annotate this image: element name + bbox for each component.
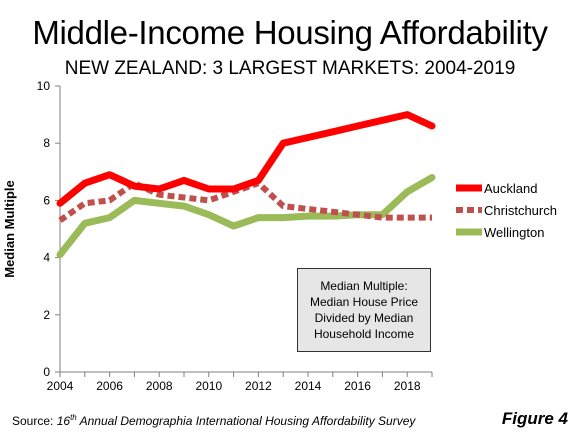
- source-survey-name: Annual Demographia International Housing…: [76, 414, 416, 428]
- y-tick-label: 0: [43, 365, 50, 379]
- y-axis-label: Median Multiple: [2, 180, 17, 278]
- x-tick-label: 2018: [394, 379, 421, 393]
- chart-series-layer: [56, 111, 436, 259]
- x-tick-label: 2006: [96, 379, 123, 393]
- series-line-auckland: [56, 111, 436, 207]
- x-tick-label: 2010: [195, 379, 222, 393]
- x-tick-label: 2004: [47, 379, 74, 393]
- chart-legend: Auckland Christchurch Wellington: [456, 181, 557, 240]
- y-tick-label: 4: [43, 251, 50, 265]
- chart-title: Middle-Income Housing Affordability: [32, 14, 548, 51]
- y-tick-label: 10: [37, 79, 51, 93]
- annotation-line: Divided by Median: [314, 311, 414, 325]
- x-tick-label: 2016: [344, 379, 371, 393]
- y-tick-label: 8: [43, 136, 50, 150]
- x-tick-label: 2008: [146, 379, 173, 393]
- y-tick-label: 2: [43, 308, 50, 322]
- chart-subtitle: NEW ZEALAND: 3 LARGEST MARKETS: 2004-201…: [64, 58, 516, 79]
- annotation-line: Median Multiple:: [320, 279, 408, 293]
- source-prefix: Source:: [12, 414, 57, 428]
- x-tick-label: 2012: [245, 379, 272, 393]
- x-tick-label: 2014: [295, 379, 322, 393]
- figure-label: Figure 4: [501, 409, 568, 428]
- source-edition: 16: [56, 414, 71, 428]
- legend-label: Christchurch: [484, 203, 557, 218]
- annotation-line: Median House Price: [309, 295, 419, 309]
- source-note: Source: 16th Annual Demographia Internat…: [12, 413, 415, 428]
- y-tick-label: 6: [43, 193, 50, 207]
- source-title: 16th Annual Demographia International Ho…: [56, 413, 416, 428]
- annotation-line: Household Income: [313, 327, 415, 341]
- source-ordinal: th: [70, 413, 77, 422]
- legend-label: Wellington: [484, 225, 544, 240]
- chart-axes: 0 2 4 6 8 10 2004 2006 2008 2010 2012 2014 2016 2018: [37, 79, 433, 393]
- annotation-box: Median Multiple: Median House Price Divi…: [297, 268, 431, 352]
- legend-label: Auckland: [484, 181, 537, 196]
